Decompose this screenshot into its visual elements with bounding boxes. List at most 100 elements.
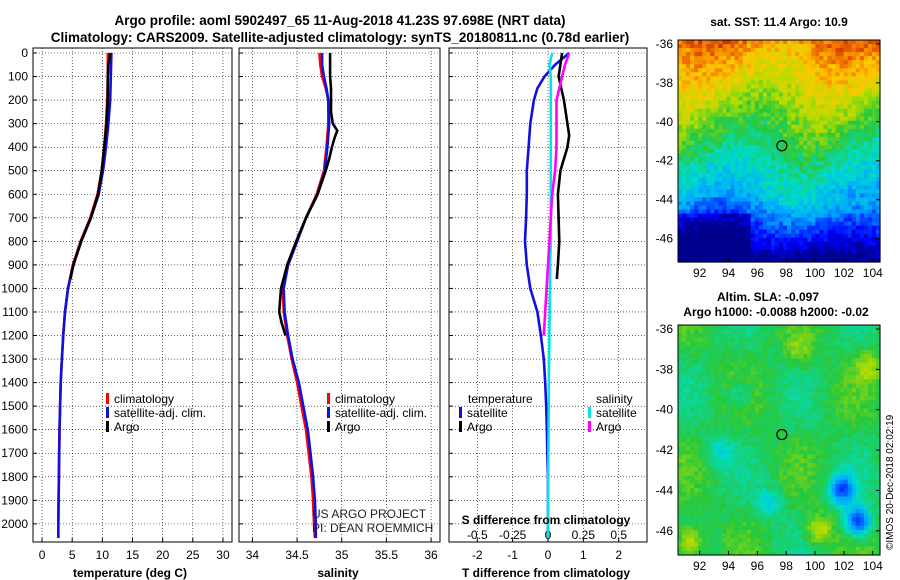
map-cell (710, 56, 715, 61)
map-cell (730, 350, 736, 355)
map-cell (827, 458, 833, 464)
map-cell (823, 329, 829, 334)
map-cell (803, 412, 808, 418)
map-cell (690, 120, 695, 126)
temperature-panel: 0 5 10 15 20 25 30 temperature (deg C) climato… (32, 47, 233, 580)
map-cell (686, 193, 691, 199)
map-cell (783, 463, 788, 468)
map-cell (783, 450, 788, 456)
map-cell (803, 124, 808, 130)
map-cell (819, 132, 825, 138)
map-cell (791, 165, 796, 170)
map-cell (694, 229, 699, 235)
map-cell (779, 68, 784, 73)
map-cell (714, 140, 719, 146)
map-cell (871, 205, 877, 211)
map-cell (839, 404, 845, 410)
map-cell (851, 60, 857, 65)
map-cell (827, 233, 833, 239)
map-cell (698, 417, 703, 422)
map-cell (831, 189, 837, 194)
map-cell (815, 161, 820, 166)
map-cell (843, 144, 849, 150)
map-cell (710, 201, 715, 207)
legend-swatch-climatology (106, 393, 109, 404)
map-cell (686, 379, 691, 385)
map-cell (722, 454, 728, 460)
map-cell (787, 425, 792, 431)
map-cell (730, 60, 736, 65)
map-cell (819, 479, 825, 485)
map-cell (742, 245, 748, 251)
map-cell (678, 442, 683, 447)
map-cell (875, 249, 881, 255)
map-cell (831, 217, 837, 223)
map-cell (754, 329, 760, 334)
map-cell (754, 371, 760, 376)
map-cell (823, 433, 829, 439)
map-cell (730, 391, 736, 397)
map-cell (871, 325, 877, 330)
map-cell (686, 417, 691, 422)
map-cell (738, 475, 744, 481)
map-cell (847, 253, 853, 259)
map-cell (694, 132, 699, 138)
map-cell (698, 345, 703, 351)
map-cell (811, 471, 816, 477)
map-cell (811, 404, 816, 410)
map-cell (750, 400, 756, 406)
map-cell (867, 408, 873, 414)
map-cell (783, 375, 788, 380)
map-cell (847, 40, 853, 45)
map-cell (774, 165, 780, 170)
map-cell (762, 197, 768, 203)
map-cell (714, 209, 719, 215)
map-cell (859, 40, 865, 45)
map-cell (694, 241, 699, 247)
map-cell (859, 221, 865, 227)
map-cell (750, 40, 756, 45)
map-cell (811, 341, 816, 347)
map-cell (855, 408, 861, 414)
map-cell (851, 249, 857, 255)
depth-axis-ticks: 0100200300400500600700800900100011001200… (1, 46, 28, 531)
map-cell (734, 241, 740, 247)
map-cell (787, 64, 792, 69)
map-cell (738, 181, 744, 186)
map-cell (738, 205, 744, 211)
map-cell (847, 412, 853, 418)
map-cell (791, 471, 796, 477)
map-cell (758, 329, 764, 334)
map-cell (779, 92, 784, 98)
map-cell (702, 391, 707, 397)
map-cell (774, 193, 780, 199)
map-cell (678, 201, 683, 207)
map-cell (686, 249, 691, 255)
map-cell (851, 400, 857, 406)
map-cell (758, 383, 764, 389)
map-cell (734, 100, 740, 106)
map-cell (726, 425, 732, 431)
map-cell (738, 341, 744, 347)
map-cell (722, 253, 728, 259)
map-cell (863, 257, 869, 263)
map-cell (807, 412, 812, 418)
map-cell (726, 400, 732, 406)
map-cell (730, 237, 736, 243)
map-cell (783, 241, 788, 247)
map-cell (750, 437, 756, 443)
map-cell (734, 185, 740, 190)
map-cell (791, 396, 796, 401)
map-cell (722, 52, 728, 57)
map-cell (859, 241, 865, 247)
map-cell (787, 124, 792, 130)
map-cell (807, 433, 812, 439)
map-cell (859, 136, 865, 142)
map-cell (770, 197, 776, 203)
map-cell (787, 217, 792, 223)
map-cell (762, 417, 768, 422)
map-cell (815, 56, 820, 61)
map-cell (746, 205, 752, 211)
map-cell (807, 467, 812, 472)
map-cell (706, 140, 711, 146)
